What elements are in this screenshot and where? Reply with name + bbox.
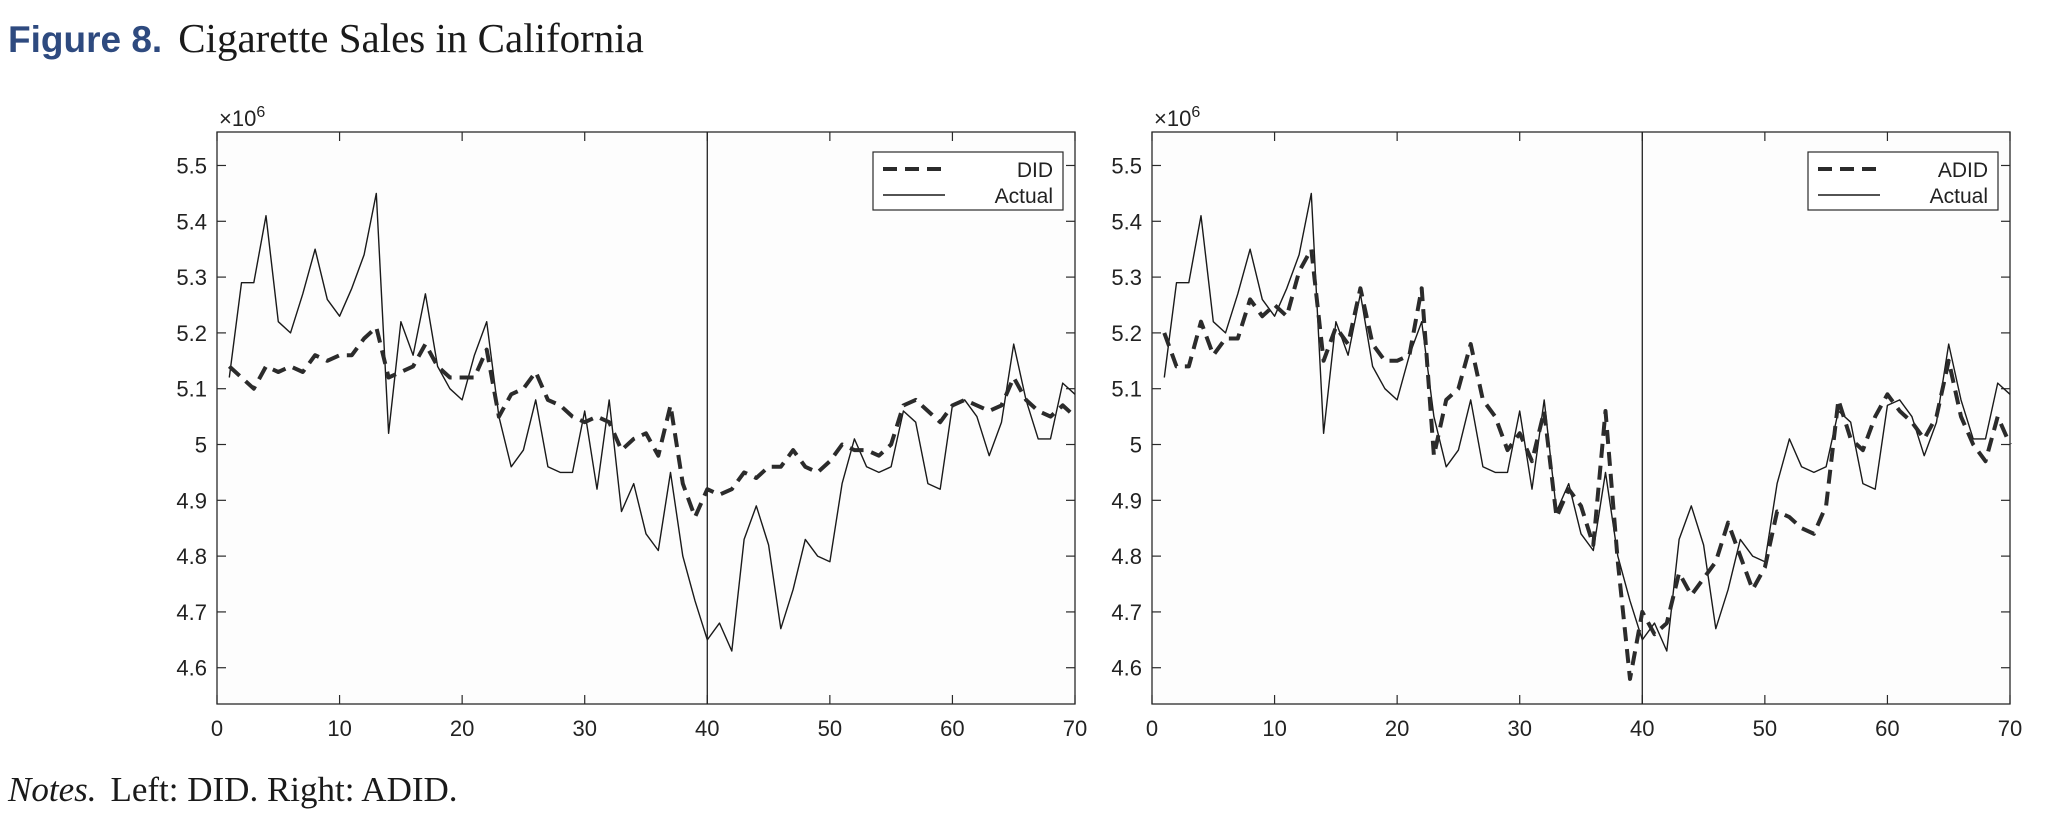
- x-tick-label: 50: [818, 716, 842, 741]
- x-tick-label: 30: [1507, 716, 1531, 741]
- y-tick-label: 5.2: [1111, 321, 1142, 346]
- x-tick-label: 50: [1753, 716, 1777, 741]
- y-tick-label: 5.2: [176, 321, 207, 346]
- y-tick-label: 4.8: [176, 544, 207, 569]
- legend-label-adid: ADID: [1938, 159, 1988, 182]
- legend-box: [872, 151, 1064, 211]
- x-tick-label: 10: [1262, 716, 1286, 741]
- x-tick-label: 60: [940, 716, 964, 741]
- plot-frame: [216, 131, 1076, 705]
- y-tick-label: 5: [195, 433, 207, 458]
- y-tick-label: 4.8: [1111, 544, 1142, 569]
- y-tick-label: 5.1: [1111, 377, 1142, 402]
- legend-label-actual: Actual: [995, 185, 1053, 208]
- legend-label-actual: Actual: [1930, 185, 1988, 208]
- y-tick-label: 5.1: [176, 377, 207, 402]
- x-tick-label: 20: [1385, 716, 1409, 741]
- y-tick-label: 4.6: [1111, 656, 1142, 681]
- x-tick-label: 30: [572, 716, 596, 741]
- y-tick-label: 4.9: [176, 488, 207, 513]
- legend-box: [1807, 151, 1999, 211]
- x-tick-label: 40: [1630, 716, 1654, 741]
- y-tick-label: 5.3: [176, 265, 207, 290]
- notes-label: Notes.: [8, 770, 97, 809]
- y-multiplier-label: ×106: [219, 104, 265, 131]
- plot-frame: [1151, 131, 2011, 705]
- figure-label: Figure 8.: [8, 19, 163, 60]
- x-tick-label: 0: [211, 716, 223, 741]
- y-tick-label: 4.7: [1111, 600, 1142, 625]
- y-tick-label: 5.4: [176, 209, 207, 234]
- figure-title-text: Cigarette Sales in California: [178, 15, 644, 61]
- y-tick-label: 4.7: [176, 600, 207, 625]
- x-tick-label: 20: [450, 716, 474, 741]
- notes-text: Left: DID. Right: ADID.: [110, 770, 458, 809]
- x-tick-label: 10: [327, 716, 351, 741]
- x-tick-label: 70: [1063, 716, 1087, 741]
- figure-title: Figure 8. Cigarette Sales in California: [8, 14, 644, 70]
- series-line-actual: [1163, 192, 2011, 652]
- chart-2: 4.6 4.7 4.8 4.9 5 5.1 5.2 5.3 5.4 5.5 0 10 20 30 40 50 6…: [1111, 104, 2022, 741]
- y-multiplier-label: ×106: [1154, 104, 1200, 131]
- series-line-did: [227, 325, 1077, 520]
- x-tick-label: 40: [695, 716, 719, 741]
- y-tick-label: 4.6: [176, 656, 207, 681]
- y-tick-label: 5.5: [176, 153, 207, 178]
- series-line-actual: [228, 192, 1076, 652]
- chart-1: 4.6 4.7 4.8 4.9 5 5.1 5.2 5.3 5.4 5.5 0 10 20 30 40 50 6…: [176, 104, 1087, 741]
- y-tick-label: 5.3: [1111, 265, 1142, 290]
- x-tick-label: 70: [1998, 716, 2022, 741]
- legend-label-did: DID: [1017, 159, 1053, 182]
- y-tick-label: 5: [1130, 433, 1142, 458]
- x-tick-label: 0: [1146, 716, 1158, 741]
- y-tick-label: 5.4: [1111, 209, 1142, 234]
- series-line-adid: [1162, 247, 2012, 681]
- y-tick-label: 4.9: [1111, 488, 1142, 513]
- figure-notes: Notes. Left: DID. Right: ADID.: [8, 770, 458, 810]
- y-tick-label: 5.5: [1111, 153, 1142, 178]
- x-tick-label: 60: [1875, 716, 1899, 741]
